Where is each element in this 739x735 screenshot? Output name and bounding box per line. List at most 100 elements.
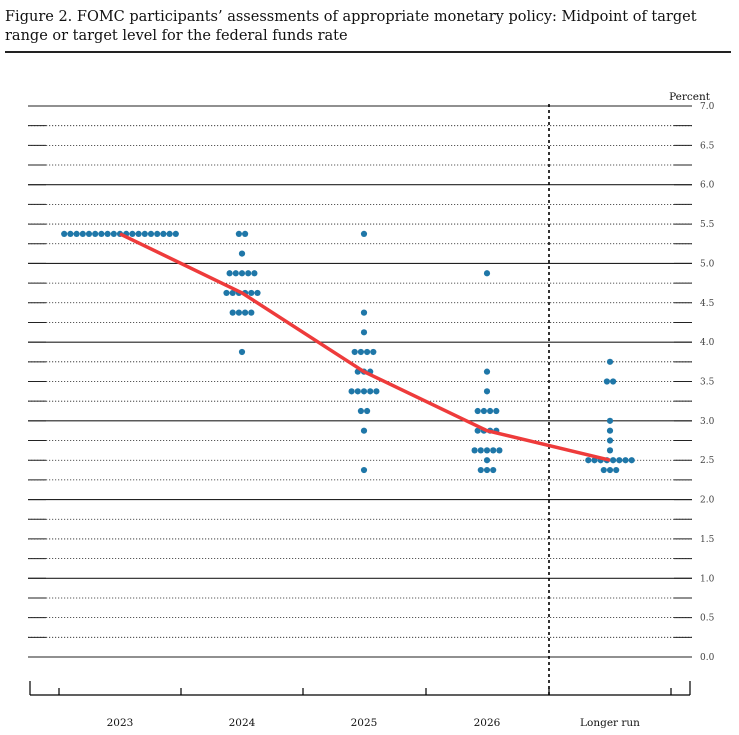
participant-dot (147, 230, 155, 238)
y-tick-label: 1.0 (700, 574, 715, 584)
participant-dot (135, 230, 142, 238)
y-tick-label: 2.5 (700, 456, 715, 466)
participant-dot (600, 466, 607, 474)
participant-dot (364, 407, 371, 415)
participant-dot (477, 466, 484, 474)
participant-dot (223, 289, 230, 297)
participant-dot (254, 289, 261, 297)
y-tick-label: 3.5 (700, 378, 715, 388)
x-category-label: 2025 (351, 717, 378, 729)
participant-dot (360, 309, 368, 316)
participant-dot (357, 407, 364, 415)
participant-dot (585, 457, 592, 464)
participant-dot (616, 457, 623, 464)
participant-dot (496, 447, 503, 454)
participant-dot (238, 250, 246, 257)
participant-dot (245, 270, 252, 277)
y-tick-label: 0.5 (700, 614, 715, 624)
participant-dot (154, 230, 161, 238)
participant-dot (85, 230, 93, 238)
participant-dot (104, 230, 111, 238)
participant-dot (79, 230, 86, 238)
participant-dot (172, 230, 179, 238)
participant-dot (364, 348, 371, 356)
participant-dot (242, 309, 249, 316)
participant-dot (490, 466, 497, 474)
y-tick-label: 6.0 (700, 181, 715, 191)
participant-dot (474, 427, 481, 434)
y-axis-label: Percent (669, 91, 711, 103)
participant-dot (238, 270, 246, 277)
participant-dot (606, 358, 614, 365)
participant-dot (610, 378, 617, 385)
participant-dot (251, 270, 258, 277)
participant-dot (354, 388, 361, 395)
participant-dot (606, 427, 614, 434)
participant-dot (606, 466, 614, 474)
participant-dot (226, 270, 233, 277)
participant-dot (92, 230, 99, 238)
x-axis (29, 681, 691, 696)
participant-dot (483, 466, 491, 474)
participant-dot (73, 230, 80, 238)
participant-dot (483, 368, 491, 375)
participant-dot (242, 230, 249, 238)
grid-lines (28, 105, 692, 658)
participant-dot (235, 309, 242, 316)
participant-dot (370, 348, 377, 356)
participant-dot (67, 230, 74, 238)
participant-dot (628, 457, 635, 464)
figure-caption: Figure 2. FOMC participants’ assessments… (5, 9, 697, 44)
participant-dot (229, 309, 236, 316)
participant-dot (232, 270, 239, 277)
participant-dot (360, 466, 368, 474)
participant-dot (483, 388, 491, 395)
participant-dot (141, 230, 148, 238)
participant-dot (483, 270, 491, 277)
participant-dot (360, 388, 368, 395)
participant-dot (610, 457, 617, 464)
y-tick-labels: 0.0 0.5 1.0 1.5 2.0 2.5 3.0 3.5 4.0 4.5 5.0 5.5 6.0 6… (700, 102, 715, 663)
x-category-label: Longer run (580, 717, 640, 729)
x-category-label: 2026 (474, 717, 501, 729)
participant-dot (229, 289, 236, 297)
participant-dot (603, 378, 611, 385)
participant-dot (622, 457, 629, 464)
x-category-labels: 2023 2024 2025 2026 Longer run (107, 717, 641, 729)
y-tick-label: 6.5 (700, 141, 715, 151)
x-category-label: 2023 (107, 717, 134, 729)
caption-rule (5, 51, 731, 53)
participant-dot (351, 348, 358, 356)
y-tick-label: 5.5 (700, 220, 715, 230)
y-tick-label: 5.0 (700, 259, 715, 269)
x-category-label: 2024 (229, 717, 256, 729)
participant-dot (110, 230, 117, 238)
participant-dot (483, 457, 491, 464)
y-tick-label: 4.0 (700, 338, 715, 348)
participant-dot (490, 447, 497, 454)
participant-dot (483, 447, 491, 454)
participant-dot (357, 348, 364, 356)
participant-dot (606, 417, 614, 424)
participant-dot (248, 309, 255, 316)
participant-dot (160, 230, 167, 238)
participant-dot (477, 447, 484, 454)
participant-dot (238, 348, 246, 356)
participant-dot (474, 407, 481, 415)
participant-dots (61, 230, 635, 474)
participant-dot (129, 230, 136, 238)
participant-dot (373, 388, 380, 395)
participant-dot (613, 466, 620, 474)
y-tick-label: 0.0 (700, 653, 715, 663)
participant-dot (360, 329, 368, 336)
median-line (119, 232, 611, 462)
participant-dot (348, 388, 355, 395)
participant-dot (606, 447, 614, 454)
participant-dot (367, 388, 374, 395)
y-tick-label: 2.0 (700, 496, 715, 506)
y-tick-label: 7.0 (700, 102, 715, 112)
participant-dot (471, 447, 478, 454)
participant-dot (606, 437, 614, 444)
participant-dot (360, 230, 368, 238)
